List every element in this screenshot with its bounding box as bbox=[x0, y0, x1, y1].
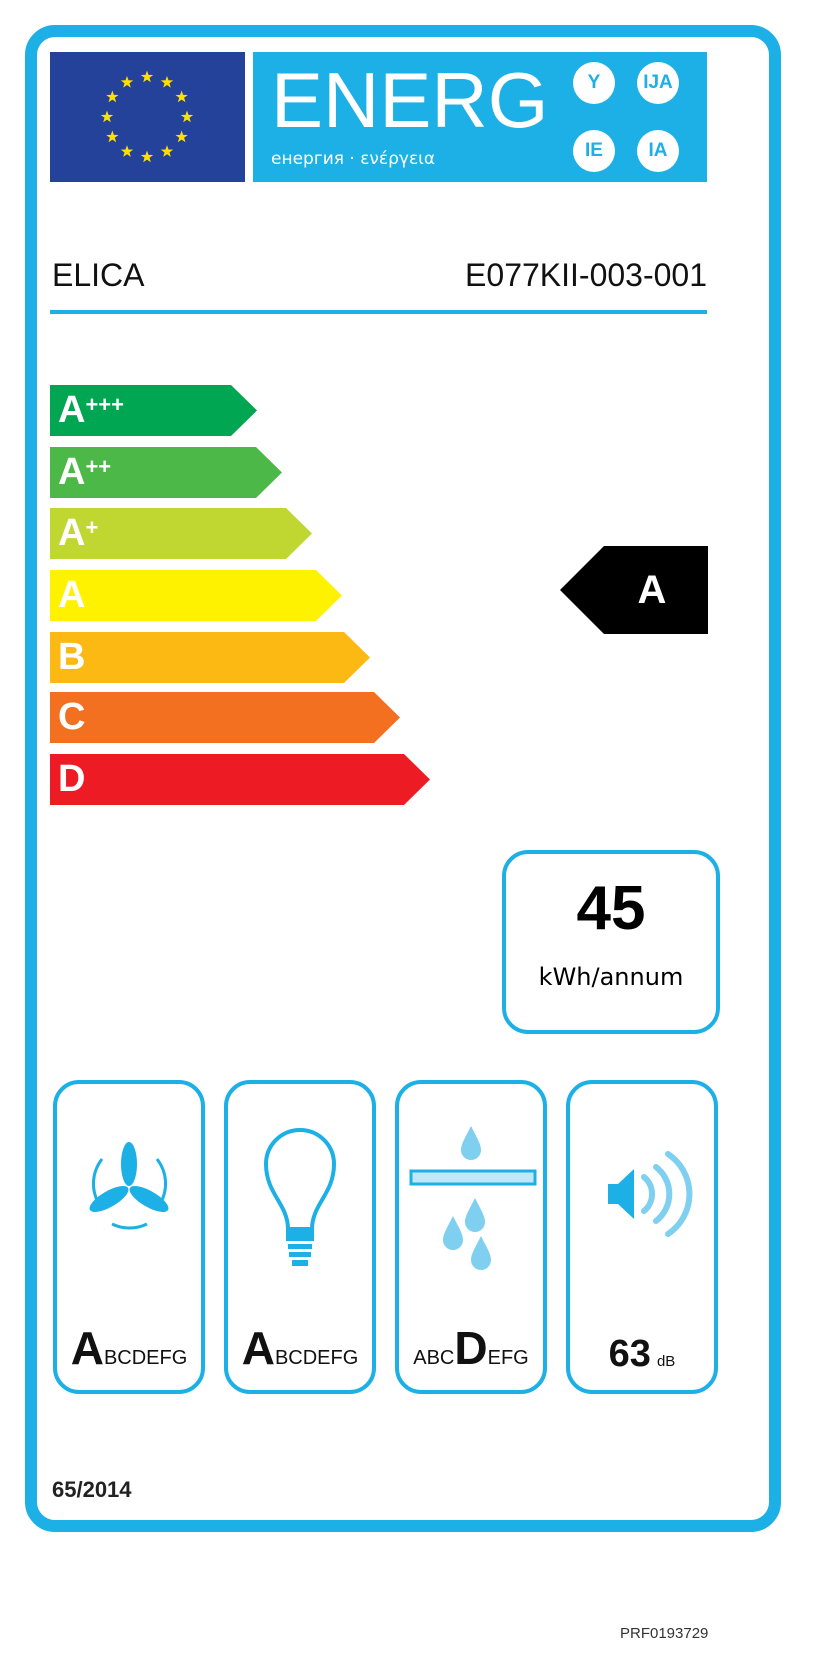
energy-scale-bar: A++ bbox=[50, 447, 282, 498]
star-icon bbox=[175, 90, 188, 103]
scale-letter: B bbox=[58, 636, 86, 678]
scale-letter: A bbox=[58, 512, 86, 554]
lighting-class-scale: ABCDEFG bbox=[241, 1322, 359, 1374]
label-frame bbox=[25, 25, 781, 1532]
consumption-unit: kWh/annum bbox=[538, 963, 684, 991]
scale-plus: + bbox=[85, 515, 99, 540]
model-identifier: E077KII-003-001 bbox=[465, 257, 707, 293]
reference-code: PRF0193729 bbox=[620, 1625, 709, 1642]
energy-subtitle: енергия · ενέργεια bbox=[271, 149, 436, 169]
scale-letter: C bbox=[58, 696, 86, 738]
star-icon bbox=[180, 110, 194, 123]
energy-scale-bar: A bbox=[50, 570, 342, 621]
lang-circle: IJA bbox=[637, 62, 679, 104]
scale-plus: +++ bbox=[85, 392, 124, 417]
grease-filtering-box: ABCDEFG bbox=[395, 1080, 547, 1394]
consumption-value: 45 bbox=[576, 874, 646, 943]
energy-scale-bar: D bbox=[50, 754, 430, 805]
grease-class-scale: ABCDEFG bbox=[413, 1322, 529, 1374]
scale-letter: D bbox=[58, 758, 86, 800]
divider bbox=[50, 310, 707, 314]
star-icon bbox=[100, 110, 114, 123]
eu-flag-icon bbox=[50, 52, 245, 182]
lang-circle: IA bbox=[637, 130, 679, 172]
energy-scale-bar: B bbox=[50, 632, 370, 683]
regulation-number: 65/2014 bbox=[52, 1477, 132, 1502]
star-icon bbox=[120, 145, 134, 157]
energy-banner: ENERG енергия · ενέργεια Y IJA IE IA bbox=[253, 52, 707, 182]
scale-letter: A bbox=[58, 389, 86, 431]
star-icon bbox=[120, 75, 134, 88]
supplier-name: ELICA bbox=[52, 257, 145, 293]
energy-word: ENERG bbox=[271, 56, 549, 144]
scale-letter: A bbox=[58, 574, 86, 616]
fluid-dynamic-efficiency-box: ABCDEFG bbox=[53, 1080, 205, 1394]
light-bulb-icon bbox=[263, 1128, 337, 1266]
star-icon bbox=[160, 145, 174, 157]
fde-class-scale: ABCDEFG bbox=[70, 1322, 188, 1374]
lang-circle: IE bbox=[573, 130, 615, 172]
star-icon bbox=[140, 70, 154, 83]
star-icon bbox=[140, 150, 154, 163]
energy-scale-bar: C bbox=[50, 692, 400, 743]
lang-circle: Y bbox=[573, 62, 615, 104]
fan-icon bbox=[89, 1142, 169, 1230]
lighting-efficiency-box: ABCDEFG bbox=[224, 1080, 376, 1394]
energy-scale-bar: A+ bbox=[50, 508, 312, 559]
noise-level: 63 dB bbox=[608, 1333, 676, 1375]
star-icon bbox=[175, 130, 188, 143]
scale-plus: ++ bbox=[85, 454, 112, 479]
star-icon bbox=[106, 130, 119, 143]
speaker-icon bbox=[608, 1151, 693, 1237]
noise-box: 63 dB bbox=[566, 1080, 718, 1394]
star-icon bbox=[106, 90, 119, 103]
energy-scale-bar: A+++ bbox=[50, 385, 257, 436]
grease-filter-icon bbox=[409, 1126, 537, 1270]
scale-letter: A bbox=[58, 451, 86, 493]
star-icon bbox=[160, 75, 174, 88]
energy-consumption-box: 45 kWh/annum bbox=[502, 850, 720, 1034]
